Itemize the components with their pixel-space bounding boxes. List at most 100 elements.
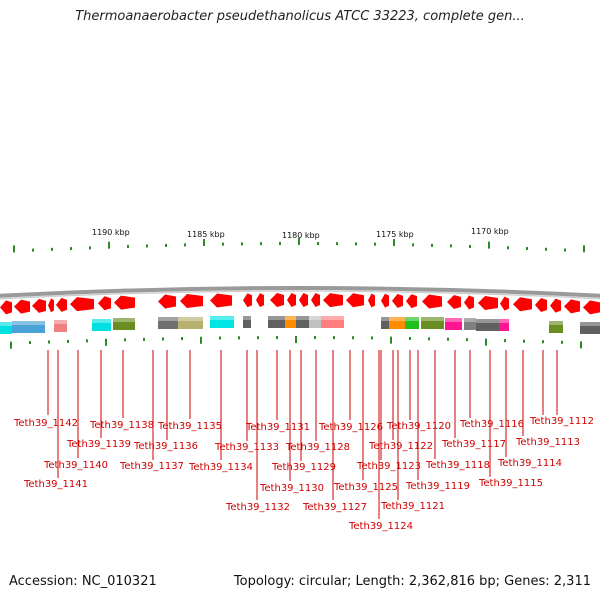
gene-arrow [464,295,474,310]
gene-arrow [478,296,498,311]
cog-block [321,316,344,328]
gene-arrow [447,295,461,310]
gene-label-1137[interactable]: Teth39_1137 [119,461,184,472]
gene-label-1122[interactable]: Teth39_1122 [368,441,433,452]
cog-block [405,317,419,329]
cog-block [580,322,600,334]
scale-label-1185: 1185 kbp [187,230,225,239]
gene-arrow [0,300,12,315]
cog-block-highlight [464,318,476,322]
gene-label-1135[interactable]: Teth39_1135 [157,421,222,432]
cog-block [178,317,203,329]
gene-arrow [535,297,547,312]
cog-block-highlight [309,316,321,320]
gene-label-1125[interactable]: Teth39_1125 [333,482,398,493]
gene-leader-lines [47,350,558,519]
cog-block [54,320,67,332]
cog-block-highlight [268,316,285,320]
cog-block [389,317,405,329]
cog-block-highlight [113,318,135,322]
gene-label-1120[interactable]: Teth39_1120 [386,421,451,432]
gene-label-1115[interactable]: Teth39_1115 [478,478,543,489]
gene-label-1126[interactable]: Teth39_1126 [318,422,383,433]
gene-label-1132[interactable]: Teth39_1132 [225,502,290,513]
cog-block-highlight [381,317,389,321]
gene-label-1124[interactable]: Teth39_1124 [348,521,413,532]
gene-label-1134[interactable]: Teth39_1134 [188,462,253,473]
cog-block-highlight [321,316,344,320]
gene-arrow [14,299,30,314]
gene-label-1142[interactable]: Teth39_1142 [13,418,78,429]
gene-arrow [48,298,54,313]
gene-label-1123[interactable]: Teth39_1123 [356,461,421,472]
gene-label-1139[interactable]: Teth39_1139 [66,439,131,450]
gene-label-1112[interactable]: Teth39_1112 [529,416,594,427]
gene-arrow [270,293,284,308]
cog-block-highlight [178,317,203,321]
gene-label-1130[interactable]: Teth39_1130 [259,483,324,494]
accession-text: Accession: NC_010321 [9,574,157,589]
gene-arrow [381,293,389,308]
cog-block [210,316,234,328]
gene-arrow [158,294,176,309]
scale-label-1175: 1175 kbp [376,230,414,239]
gene-arrow [70,297,94,312]
gene-label-1128[interactable]: Teth39_1128 [285,442,350,453]
gene-label-1113[interactable]: Teth39_1113 [515,437,580,448]
cog-block-highlight [476,319,499,323]
cog-block [243,316,251,328]
gene-labels: Teth39_1142 Teth39_1141 Teth39_1140 Teth… [13,416,594,532]
scale-track: 1190 kbp 1185 kbp 1180 kbp 1175 kbp 1170… [13,227,585,253]
gene-arrow [323,293,343,308]
cog-block-highlight [243,316,251,320]
cog-block-highlight [499,319,509,323]
gene-label-1133[interactable]: Teth39_1133 [214,442,279,453]
gene-label-1117[interactable]: Teth39_1117 [441,439,506,450]
cog-block [92,319,111,331]
gene-arrow [513,297,532,312]
gene-label-1141[interactable]: Teth39_1141 [23,479,88,490]
gene-label-1129[interactable]: Teth39_1129 [271,462,336,473]
gene-arrow [256,293,264,308]
cog-block-highlight [0,322,12,326]
gene-arrow [180,294,203,309]
gene-label-1138[interactable]: Teth39_1138 [89,420,154,431]
genome-backbone-shadow [0,290,600,300]
gene-label-1116[interactable]: Teth39_1116 [459,419,524,430]
cog-block [309,316,321,328]
gene-arrow [98,296,111,311]
gene-arrow [311,293,320,308]
gene-arrow [406,294,417,309]
cog-block-highlight [405,317,419,321]
gene-arrows [0,293,600,315]
cog-block-highlight [549,321,563,325]
gene-label-1136[interactable]: Teth39_1136 [133,441,198,452]
cog-block [445,318,462,330]
cog-block-highlight [92,319,111,323]
gene-label-1114[interactable]: Teth39_1114 [497,458,562,469]
cog-block-highlight [158,317,178,321]
gene-arrow [210,293,232,308]
gene-label-1118[interactable]: Teth39_1118 [425,460,490,471]
cog-block [499,319,509,331]
cog-block [268,316,285,328]
gene-label-1140[interactable]: Teth39_1140 [43,460,108,471]
gene-label-1131[interactable]: Teth39_1131 [245,422,310,433]
cog-block-highlight [296,316,309,320]
gene-label-1119[interactable]: Teth39_1119 [405,481,470,492]
gene-label-1121[interactable]: Teth39_1121 [380,501,445,512]
scale-label-1190: 1190 kbp [92,228,130,237]
cog-block [113,318,135,330]
genome-backbone [0,286,600,298]
gene-arrow [346,293,364,308]
gene-label-1127[interactable]: Teth39_1127 [302,502,367,513]
scale-ticks [13,238,585,253]
cog-block [0,322,12,334]
lower-ticks [10,336,582,349]
gene-arrow [243,293,252,308]
gene-arrow [550,298,561,313]
page-title: Thermoanaerobacter pseudethanolicus ATCC… [75,9,525,24]
scale-label-1180: 1180 kbp [282,231,320,240]
cog-block [296,316,309,328]
cog-block-highlight [445,318,462,322]
